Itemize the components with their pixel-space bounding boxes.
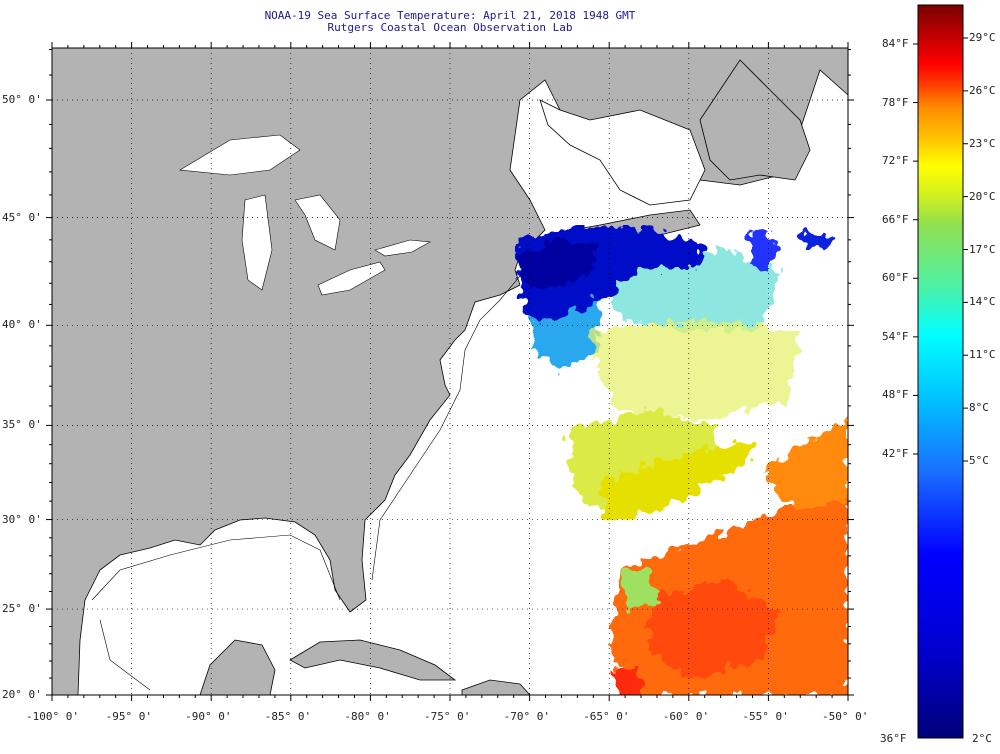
longitude-label: -75° 0'	[424, 710, 471, 723]
fahrenheit-label: 72°F	[882, 154, 909, 168]
land-cuba	[289, 639, 457, 681]
colorbar-min-fahrenheit: 36°F	[880, 732, 907, 745]
land-newfoundland	[699, 59, 811, 181]
latitude-label: 30° 0'	[2, 512, 42, 526]
latitude-label: 50° 0'	[2, 93, 42, 106]
longitude-label: -55° 0'	[742, 710, 789, 723]
longitude-label: -50° 0'	[822, 710, 869, 723]
map-subtitle: Rutgers Coastal Ocean Observation Lab	[327, 21, 573, 34]
fahrenheit-label: 54°F	[882, 329, 909, 343]
celsius-label: 5°C	[969, 454, 989, 467]
longitude-label: -95° 0'	[105, 710, 152, 723]
celsius-label: 8°C	[969, 401, 989, 415]
longitude-label: -100° 0'	[26, 710, 79, 723]
celsius-label: 26°C	[969, 83, 996, 97]
map-title: NOAA-19 Sea Surface Temperature: April 2…	[264, 9, 636, 22]
colorbar	[917, 4, 964, 739]
longitude-label: -90° 0'	[185, 710, 232, 723]
longitude-label: -80° 0'	[344, 710, 391, 723]
fahrenheit-label: 48°F	[882, 388, 909, 402]
latitude-label: 20° 0'	[2, 688, 42, 701]
celsius-label: 14°C	[969, 295, 996, 309]
celsius-label: 29°C	[969, 31, 996, 44]
axis-ticks	[46, 42, 854, 701]
fahrenheit-label: 78°F	[882, 95, 909, 109]
celsius-label: 20°C	[969, 189, 996, 203]
land-hispaniola	[461, 679, 531, 695]
great-lakes	[179, 134, 431, 296]
celsius-label: 17°C	[969, 242, 996, 256]
fahrenheit-label: 42°F	[882, 447, 909, 460]
fahrenheit-label: 84°F	[882, 37, 909, 50]
colorbar-min-celsius: 2°C	[972, 732, 992, 745]
longitude-label: -70° 0'	[503, 710, 550, 723]
colorbar-ticks	[913, 37, 968, 462]
latitude-label: 40° 0'	[2, 318, 42, 332]
depth-contours	[91, 269, 526, 691]
celsius-label: 23°C	[969, 136, 996, 150]
latitude-label: 25° 0'	[2, 602, 42, 616]
longitude-label: -85° 0'	[264, 710, 312, 723]
fahrenheit-label: 66°F	[882, 212, 909, 226]
longitude-label: -60° 0'	[662, 710, 710, 723]
latitude-label: 45° 0'	[2, 210, 42, 224]
latitude-label: 35° 0'	[2, 418, 42, 432]
land-yucatan	[199, 639, 276, 695]
longitude-label: -65° 0'	[583, 710, 630, 723]
fahrenheit-label: 60°F	[882, 271, 909, 285]
sst-data	[515, 225, 848, 695]
gulf-of-st-lawrence	[539, 99, 706, 206]
celsius-label: 11°C	[969, 348, 996, 362]
